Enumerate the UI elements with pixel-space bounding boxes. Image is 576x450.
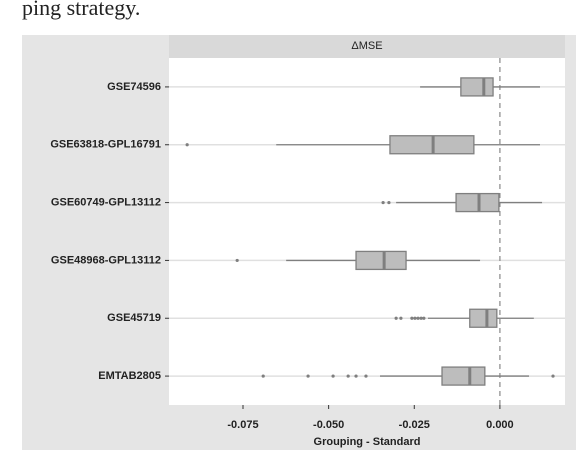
- outlier: [364, 374, 368, 378]
- outlier: [261, 374, 265, 378]
- strip-label: ΔMSE: [351, 40, 382, 52]
- x-axis-title: Grouping - Standard: [314, 436, 421, 448]
- outlier: [422, 316, 426, 320]
- outlier: [387, 200, 391, 205]
- outlier: [551, 374, 555, 378]
- y-tick-label: GSE45719: [107, 312, 161, 324]
- outlier: [416, 316, 420, 320]
- outlier: [413, 316, 417, 320]
- x-tick-label: -0.025: [399, 419, 430, 431]
- outlier: [354, 374, 358, 378]
- x-tick-label: -0.075: [227, 419, 258, 431]
- outlier: [346, 374, 350, 378]
- box: [469, 308, 498, 328]
- outlier: [410, 316, 414, 320]
- plot-area: [169, 58, 565, 405]
- outlier: [394, 316, 398, 320]
- y-tick-label: GSE63818-GPL16791: [50, 139, 161, 151]
- outlier: [399, 316, 403, 320]
- outlier: [185, 143, 189, 147]
- y-tick-label: GSE60749-GPL13112: [51, 196, 161, 208]
- y-tick-label: GSE74596: [107, 81, 161, 93]
- strip: [169, 35, 565, 58]
- x-tick-label: -0.050: [313, 419, 344, 431]
- y-tick-label: GSE48968-GPL13112: [51, 254, 161, 266]
- box: [441, 366, 486, 386]
- outlier: [381, 200, 385, 205]
- caption-fragment: ping strategy.: [22, 0, 140, 20]
- box: [355, 250, 407, 271]
- outlier: [331, 374, 335, 378]
- y-tick-label: EMTAB2805: [98, 370, 161, 382]
- box: [460, 77, 494, 97]
- outlier: [235, 258, 239, 263]
- outlier: [419, 316, 423, 320]
- x-tick-label: 0.000: [486, 419, 514, 431]
- outlier: [306, 374, 310, 378]
- box: [455, 192, 500, 213]
